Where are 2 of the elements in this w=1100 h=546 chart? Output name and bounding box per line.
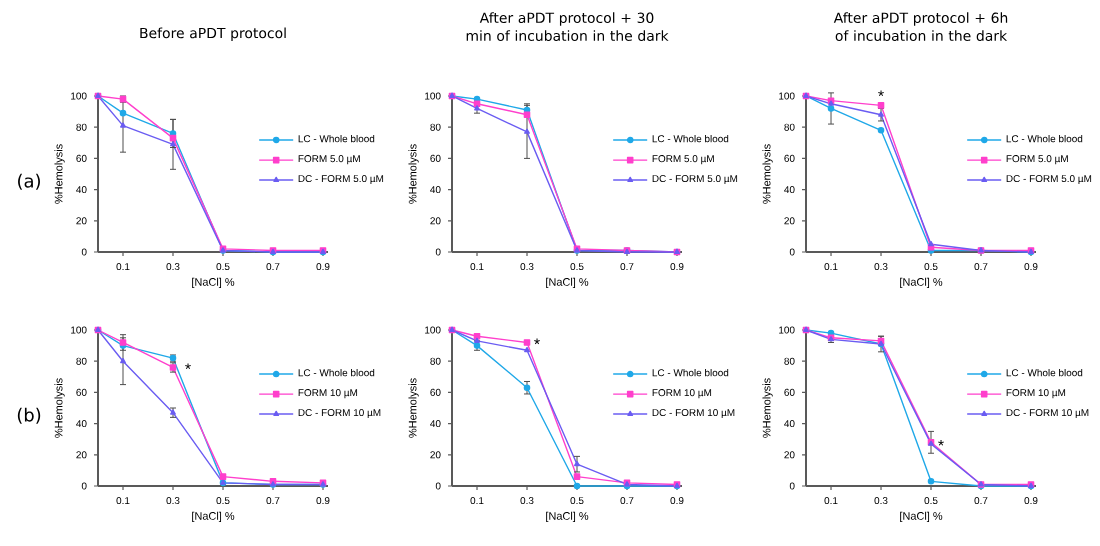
text: (b) xyxy=(17,407,41,424)
text: (a) xyxy=(18,173,40,190)
